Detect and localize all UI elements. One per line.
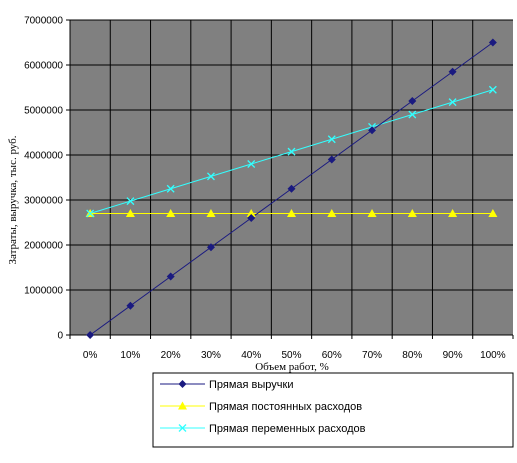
data-point xyxy=(327,135,336,144)
x-tick-label: 90% xyxy=(443,350,463,361)
data-point xyxy=(488,38,497,47)
data-point xyxy=(166,184,175,193)
legend-label: Прямая постоянных расходов xyxy=(209,401,362,413)
series-markers xyxy=(85,38,498,339)
x-tick-label: 100% xyxy=(480,350,506,361)
data-point xyxy=(287,147,296,156)
data-point xyxy=(206,243,215,252)
legend-label: Прямая переменных расходов xyxy=(209,423,366,435)
data-point xyxy=(86,209,95,218)
y-tick-label: 2000000 xyxy=(24,241,63,252)
legend: Прямая выручки Прямая постоянных расходов… xyxy=(152,372,514,448)
data-point xyxy=(166,272,175,281)
data-point xyxy=(327,209,337,217)
y-axis-title: Затраты, выручка, тыс. руб. xyxy=(7,135,19,264)
x-tick-label: 70% xyxy=(362,350,382,361)
data-point xyxy=(488,85,497,94)
data-point xyxy=(126,301,135,310)
x-axis-title: Объем работ, % xyxy=(255,361,329,373)
data-point xyxy=(125,209,135,217)
data-point xyxy=(287,184,296,193)
data-point xyxy=(247,160,256,168)
data-point xyxy=(206,172,215,181)
legend-swatch-marker xyxy=(178,380,187,388)
y-tick-label: 5000000 xyxy=(24,106,63,117)
data-point xyxy=(247,214,256,222)
y-tick-label: 6000000 xyxy=(24,61,63,72)
y-tick-label: 1000000 xyxy=(24,286,63,297)
x-tick-labels: 0% 10% 20% 30% 40% 50% 60% 70% 80% 90% 100% xyxy=(83,350,506,361)
data-point xyxy=(448,209,458,217)
data-point xyxy=(246,209,256,217)
data-point xyxy=(287,209,296,217)
legend-swatch-marker xyxy=(178,424,187,432)
legend-swatch-marker xyxy=(178,401,187,410)
data-point xyxy=(367,209,377,217)
data-point xyxy=(408,110,417,119)
x-tick-label: 60% xyxy=(322,350,342,361)
data-point xyxy=(407,209,417,217)
y-tick-label: 4000000 xyxy=(24,151,63,162)
data-point xyxy=(206,209,216,217)
data-point xyxy=(368,126,377,135)
x-tick-label: 10% xyxy=(120,350,140,361)
grid-lines xyxy=(70,19,513,335)
plot-area xyxy=(70,20,513,335)
y-tick-label: 3000000 xyxy=(24,196,63,207)
data-point xyxy=(126,197,135,206)
data-point xyxy=(408,97,417,105)
y-tick-labels: 0 1000000 2000000 3000000 4000000 5000000 6000… xyxy=(24,16,63,342)
legend-label: Прямая выручки xyxy=(209,379,293,391)
x-tick-label: 80% xyxy=(402,350,422,361)
data-point xyxy=(488,209,498,217)
axes xyxy=(66,19,514,339)
x-tick-label: 40% xyxy=(241,350,261,361)
data-point xyxy=(86,331,95,339)
data-point xyxy=(166,209,176,217)
y-tick-label: 7000000 xyxy=(24,16,63,27)
x-tick-label: 20% xyxy=(161,350,181,361)
legend-box xyxy=(152,372,514,448)
data-point xyxy=(448,67,457,76)
x-tick-label: 50% xyxy=(281,350,301,361)
data-point xyxy=(448,98,457,107)
x-tick-label: 30% xyxy=(201,350,221,361)
data-point xyxy=(327,155,336,164)
y-tick-label: 0 xyxy=(57,331,63,342)
x-tick-label: 0% xyxy=(83,350,98,361)
